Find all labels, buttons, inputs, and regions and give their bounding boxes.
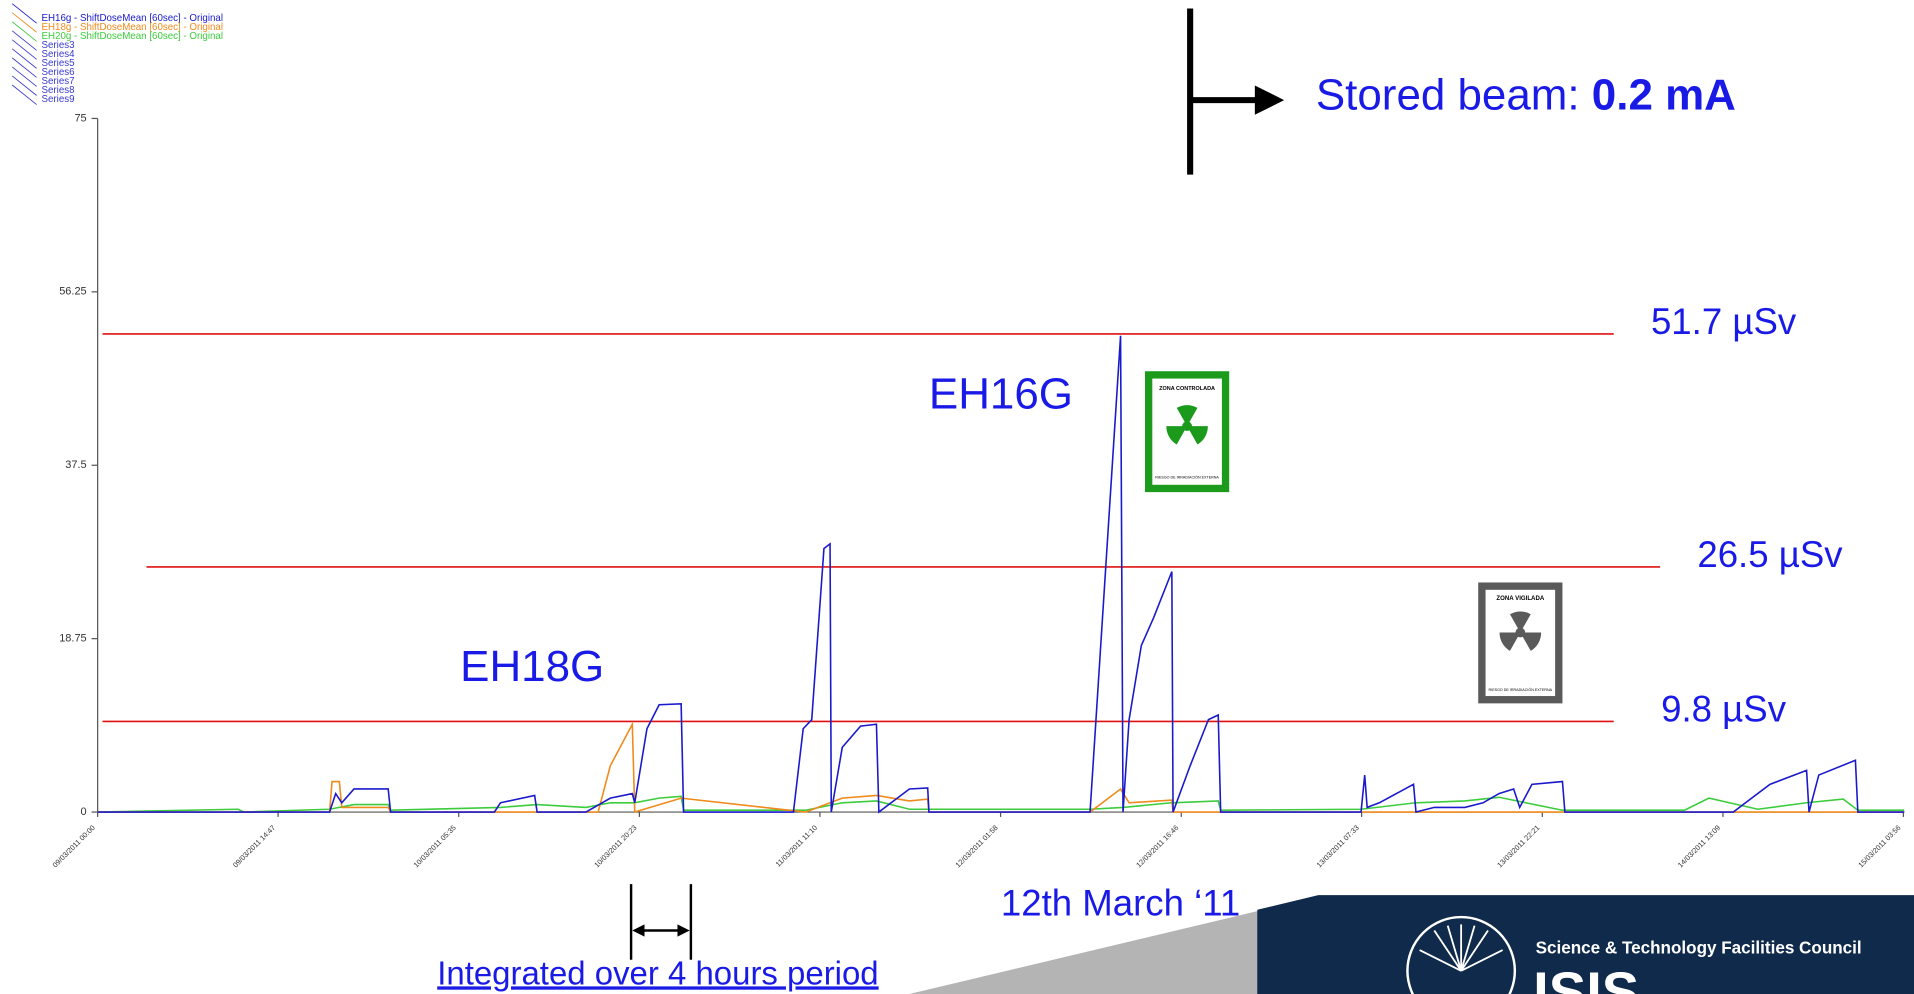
legend-label: Series3 — [42, 40, 75, 51]
x-tick-label: 09/03/2011 14:47 — [231, 823, 277, 869]
x-tick-label: 10/03/2011 20:23 — [592, 823, 638, 869]
legend-swatch — [11, 12, 37, 33]
sign-controlled: ZONA CONTROLADA RIESGO DE IRRADIACIÓN EX… — [1144, 371, 1230, 493]
sign-title: ZONA CONTROLADA — [1159, 386, 1215, 392]
logo-sun — [1406, 915, 1517, 994]
y-tick-label: 18.75 — [59, 633, 86, 645]
x-tick-label: 14/03/2011 13:09 — [1676, 823, 1722, 869]
legend-label: EH16g - ShiftDoseMean [60sec] - Original — [42, 13, 224, 24]
legend-swatch — [11, 30, 37, 51]
legend-label: Series5 — [42, 58, 76, 69]
logo-rays — [1419, 924, 1504, 972]
trefoil — [1499, 611, 1542, 651]
x-tick-label: 12/03/2011 16:46 — [1134, 823, 1180, 869]
legend-swatch — [11, 84, 37, 105]
date-note: 12th March ‘11 — [1001, 883, 1240, 924]
sign-inner — [1152, 378, 1222, 485]
series-line — [97, 335, 1905, 814]
legend-label: Series6 — [42, 67, 75, 78]
legend-label: Series8 — [42, 85, 75, 96]
beam-arrowhead — [1254, 85, 1285, 115]
x-tick-label: 12/03/2011 01:58 — [953, 823, 999, 869]
legend-swatch — [11, 3, 37, 24]
series-line — [97, 795, 1905, 813]
period-link[interactable]: Integrated over 4 hours period — [437, 954, 878, 991]
legend-label: Series4 — [42, 49, 76, 60]
reference-label: 51.7 µSv — [1651, 301, 1797, 342]
sign-supervised: ZONA VIGILADA RIESGO DE IRRADIACIÓN EXTE… — [1478, 582, 1563, 704]
logo-name: ISIS — [1533, 960, 1639, 994]
y-tick-label: 56.25 — [59, 286, 86, 298]
period-arrowhead — [632, 924, 645, 937]
y-tick-label: 37.5 — [65, 459, 86, 471]
reference-label: 26.5 µSv — [1697, 534, 1843, 575]
y-tick-label: 75 — [74, 112, 86, 124]
logo-band — [1257, 895, 1914, 994]
beam-label: Stored beam: — [1316, 70, 1592, 119]
sign-footer: RIESGO DE IRRADIACIÓN EXTERNA — [1155, 474, 1219, 479]
legend-swatch — [11, 75, 37, 96]
reference-label: 9.8 µSv — [1661, 688, 1787, 729]
legend-swatch — [11, 48, 37, 69]
beam-text: Stored beam: 0.2 mA — [1316, 70, 1736, 119]
legend-swatch — [11, 57, 37, 78]
legend-label: Series7 — [42, 76, 75, 87]
annotation: EH18G — [460, 642, 604, 691]
legend-label: EH20g - ShiftDoseMean [60sec] - Original — [42, 31, 224, 42]
x-tick-label: 09/03/2011 00:00 — [51, 823, 97, 869]
x-tick-label: 11/03/2011 11:10 — [774, 823, 819, 868]
beam-value: 0.2 mA — [1592, 70, 1736, 119]
logo-council: Science & Technology Facilities Council — [1536, 938, 1862, 957]
y-tick-label: 0 — [81, 806, 87, 818]
x-tick-label: 13/03/2011 07:33 — [1315, 823, 1361, 869]
plot: 0 18.75 37.5 56.25 75 09/03/2011 00:00 09/03/2… — [11, 3, 1905, 869]
x-tick-label: 13/03/2011 22:21 — [1495, 823, 1541, 869]
legend-label: EH18g - ShiftDoseMean [60sec] - Original — [42, 22, 224, 33]
legend-swatch — [11, 66, 37, 87]
annotation: EH16G — [929, 369, 1073, 418]
legend-swatch — [11, 39, 37, 60]
sign-inner — [1485, 589, 1556, 697]
sign-footer: RIESGO DE IRRADIACIÓN EXTERNA — [1489, 687, 1553, 692]
legend-label: Series9 — [42, 94, 75, 105]
series-line — [97, 721, 1905, 814]
x-tick-label: 10/03/2011 05:35 — [412, 823, 458, 869]
trefoil — [1166, 405, 1208, 445]
x-tick-label: 15/03/2011 03:56 — [1856, 823, 1902, 869]
period-arrowhead — [677, 924, 690, 937]
sign-title: ZONA VIGILADA — [1496, 595, 1544, 602]
legend-swatch — [11, 21, 37, 42]
logo-wedge — [909, 895, 1325, 994]
